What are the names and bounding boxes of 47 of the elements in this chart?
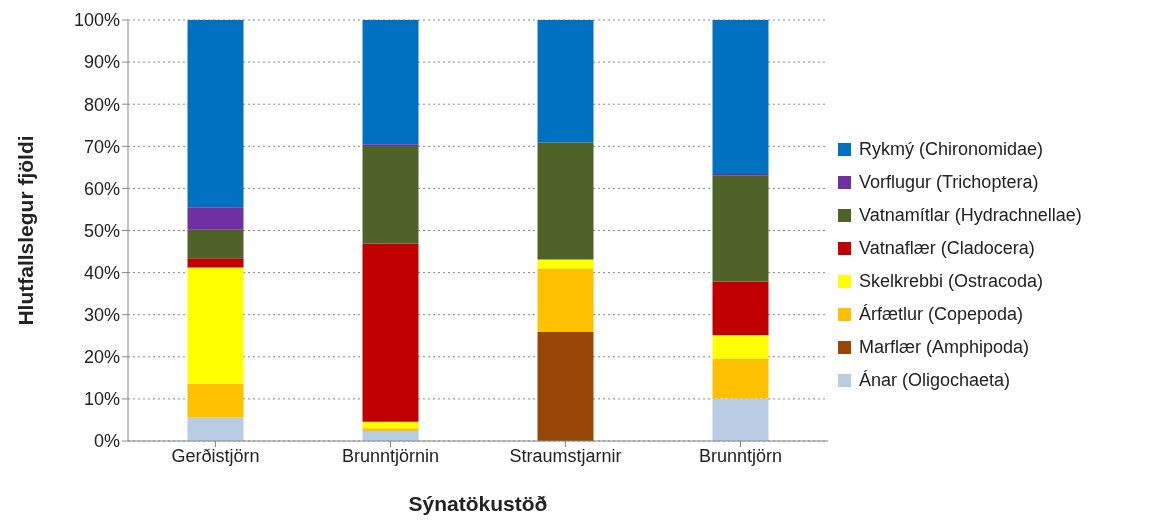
legend-label: Vatnaflær (Cladocera) xyxy=(859,237,1035,259)
y-tick-label: 60% xyxy=(83,178,120,199)
bar xyxy=(537,142,594,260)
x-axis-title: Sýnatökustöð xyxy=(408,492,548,515)
bar xyxy=(187,258,244,268)
y-tick-label: 100% xyxy=(73,10,120,31)
bar xyxy=(362,243,419,422)
bar xyxy=(712,20,769,175)
bar xyxy=(537,20,594,143)
bar xyxy=(712,358,769,399)
bar xyxy=(362,145,419,244)
y-tick-label: 70% xyxy=(83,136,120,157)
legend-label: Skelkrebbi (Ostracoda) xyxy=(859,270,1044,292)
bar xyxy=(537,268,594,332)
y-tick-label: 30% xyxy=(83,305,120,326)
y-tick-label: 50% xyxy=(83,220,120,241)
bar xyxy=(187,417,244,441)
y-tick-label: 80% xyxy=(83,94,120,115)
bar xyxy=(187,20,244,208)
bar xyxy=(362,20,419,145)
x-tick-label: Gerðistjörn xyxy=(171,445,260,466)
bar xyxy=(362,428,419,431)
legend-label: Ánar (Oligochaeta) xyxy=(859,369,1011,391)
bar xyxy=(187,229,244,259)
y-tick-label: 40% xyxy=(83,262,120,283)
bar xyxy=(187,383,244,418)
bar xyxy=(712,175,769,282)
legend-label: Marflær (Amphipoda) xyxy=(859,336,1030,358)
bar xyxy=(187,207,244,230)
bar xyxy=(712,398,769,441)
bar xyxy=(187,267,244,384)
x-tick-label: Brunntjörnin xyxy=(341,445,440,466)
legend-label: Vatnamítlar (Hydrachnellae) xyxy=(859,204,1082,226)
bar xyxy=(712,281,769,336)
y-tick-label: 90% xyxy=(83,52,120,73)
bar xyxy=(537,331,594,441)
bar xyxy=(712,335,769,359)
bar xyxy=(537,259,594,269)
y-tick-label: 10% xyxy=(83,389,120,410)
x-tick-label: Brunntjörn xyxy=(698,445,783,466)
y-tick-label: 20% xyxy=(83,347,120,368)
x-tick-label: Straumstjarnir xyxy=(509,445,622,466)
legend-label: Árfætlur (Copepoda) xyxy=(859,303,1024,325)
y-axis-title: Hlutfallslegur fjöldi xyxy=(14,135,38,326)
legend-label: Rykmý (Chironomidae) xyxy=(859,138,1044,160)
legend-label: Vorflugur (Trichoptera) xyxy=(859,171,1039,193)
y-tick-label: 0% xyxy=(93,431,120,452)
